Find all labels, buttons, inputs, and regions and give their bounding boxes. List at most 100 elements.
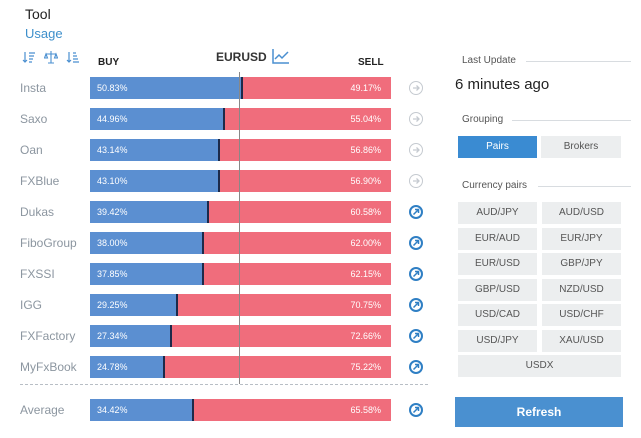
broker-row: Saxo 44.96% 55.04% bbox=[0, 106, 440, 130]
broker-row: FXSSI 37.85% 62.15% bbox=[0, 261, 440, 285]
buy-percent: 38.00% bbox=[97, 238, 128, 248]
broker-name: FXSSI bbox=[20, 267, 55, 281]
open-chart-icon[interactable] bbox=[409, 236, 423, 250]
sell-percent: 56.86% bbox=[350, 145, 381, 155]
currency-pair-button[interactable]: EUR/USD bbox=[458, 253, 537, 275]
sell-percent: 75.22% bbox=[350, 362, 381, 372]
open-chart-icon[interactable] bbox=[409, 403, 423, 417]
buy-percent: 43.14% bbox=[97, 145, 128, 155]
broker-name: Insta bbox=[20, 81, 47, 95]
section-divider bbox=[512, 120, 631, 121]
buy-percent: 34.42% bbox=[97, 405, 128, 415]
currency-pair-button[interactable]: XAU/USD bbox=[542, 329, 621, 352]
broker-row: FXFactory 27.34% 72.66% bbox=[0, 323, 440, 347]
buy-bar bbox=[90, 356, 165, 378]
buy-bar bbox=[90, 263, 204, 285]
currency-pair-button[interactable]: NZD/USD bbox=[542, 278, 621, 301]
chart-icon[interactable] bbox=[272, 48, 290, 64]
grouping-pairs-button[interactable]: Pairs bbox=[458, 136, 537, 158]
buy-percent: 24.78% bbox=[97, 362, 128, 372]
sentiment-bar: 29.25% 70.75% bbox=[90, 294, 391, 316]
last-update-value: 6 minutes ago bbox=[455, 76, 550, 93]
currency-pair-button[interactable]: USD/CAD bbox=[458, 304, 537, 326]
arrow-right-icon[interactable] bbox=[409, 174, 423, 188]
sentiment-bar: 37.85% 62.15% bbox=[90, 263, 391, 285]
arrow-right-icon[interactable] bbox=[409, 112, 423, 126]
divider bbox=[20, 384, 428, 385]
section-divider bbox=[526, 61, 631, 62]
currency-pair-button[interactable]: USD/JPY bbox=[458, 329, 537, 352]
broker-row: MyFxBook 24.78% 75.22% bbox=[0, 354, 440, 378]
sentiment-bar: 43.10% 56.90% bbox=[90, 170, 391, 192]
broker-name: MyFxBook bbox=[20, 360, 77, 374]
arrow-right-icon[interactable] bbox=[409, 143, 423, 157]
currency-pair-button[interactable]: AUD/USD bbox=[542, 202, 621, 224]
sell-percent: 70.75% bbox=[350, 300, 381, 310]
last-update-title: Last Update bbox=[462, 55, 516, 66]
buy-bar bbox=[90, 294, 178, 316]
broker-name: Average bbox=[20, 403, 65, 417]
buy-bar bbox=[90, 232, 204, 254]
buy-percent: 50.83% bbox=[97, 83, 128, 93]
buy-column-label: BUY bbox=[98, 57, 120, 68]
buy-bar bbox=[90, 139, 220, 161]
open-chart-icon[interactable] bbox=[409, 267, 423, 281]
broker-row: FXBlue 43.10% 56.90% bbox=[0, 168, 440, 192]
sentiment-bar: 44.96% 55.04% bbox=[90, 108, 391, 130]
sentiment-bar: 34.42% 65.58% bbox=[90, 399, 391, 421]
broker-row: Oan 43.14% 56.86% bbox=[0, 137, 440, 161]
currency-pair-button[interactable]: EUR/JPY bbox=[542, 227, 621, 250]
sort-icons bbox=[22, 50, 80, 64]
currency-pair-button[interactable]: EUR/AUD bbox=[458, 227, 537, 250]
buy-percent: 39.42% bbox=[97, 207, 128, 217]
sentiment-bar: 50.83% 49.17% bbox=[90, 77, 391, 99]
sentiment-bar: 43.14% 56.86% bbox=[90, 139, 391, 161]
pair-title: EURUSD bbox=[216, 50, 267, 64]
balance-icon[interactable] bbox=[43, 50, 59, 64]
currency-pairs-title: Currency pairs bbox=[462, 180, 528, 191]
sell-percent: 72.66% bbox=[350, 331, 381, 341]
open-chart-icon[interactable] bbox=[409, 360, 423, 374]
buy-percent: 27.34% bbox=[97, 331, 128, 341]
arrow-right-icon[interactable] bbox=[409, 81, 423, 95]
sentiment-bar: 38.00% 62.00% bbox=[90, 232, 391, 254]
buy-bar bbox=[90, 170, 220, 192]
buy-bar bbox=[90, 108, 225, 130]
average-row: Average 34.42% 65.58% bbox=[0, 397, 440, 421]
open-chart-icon[interactable] bbox=[409, 205, 423, 219]
broker-row: Insta 50.83% 49.17% bbox=[0, 75, 440, 99]
sort-ascending-icon[interactable] bbox=[22, 50, 36, 64]
sort-descending-icon[interactable] bbox=[66, 50, 80, 64]
currency-pair-button[interactable]: GBP/USD bbox=[458, 278, 537, 301]
buy-bar bbox=[90, 201, 209, 223]
buy-percent: 43.10% bbox=[97, 176, 128, 186]
buy-percent: 37.85% bbox=[97, 269, 128, 279]
center-line bbox=[239, 72, 240, 384]
sell-percent: 65.58% bbox=[350, 405, 381, 415]
buy-bar bbox=[90, 325, 172, 347]
broker-name: Saxo bbox=[20, 112, 48, 126]
broker-row: Dukas 39.42% 60.58% bbox=[0, 199, 440, 223]
broker-name: FiboGroup bbox=[20, 236, 77, 250]
sell-percent: 56.90% bbox=[350, 176, 381, 186]
buy-percent: 44.96% bbox=[97, 114, 128, 124]
broker-name: Oan bbox=[20, 143, 43, 157]
broker-row: IGG 29.25% 70.75% bbox=[0, 292, 440, 316]
grouping-brokers-button[interactable]: Brokers bbox=[541, 136, 621, 158]
broker-name: IGG bbox=[20, 298, 43, 312]
sentiment-bar: 24.78% 75.22% bbox=[90, 356, 391, 378]
section-divider bbox=[538, 186, 631, 187]
sentiment-bar: 27.34% 72.66% bbox=[90, 325, 391, 347]
currency-pair-button[interactable]: AUD/JPY bbox=[458, 202, 537, 224]
usage-link[interactable]: Usage bbox=[25, 26, 63, 41]
grouping-title: Grouping bbox=[462, 114, 504, 125]
open-chart-icon[interactable] bbox=[409, 329, 423, 343]
currency-pair-button[interactable]: GBP/JPY bbox=[542, 253, 621, 275]
refresh-button[interactable]: Refresh bbox=[455, 397, 623, 427]
sell-percent: 62.15% bbox=[350, 269, 381, 279]
currency-pair-button[interactable]: USD/CHF bbox=[542, 304, 621, 326]
open-chart-icon[interactable] bbox=[409, 298, 423, 312]
sell-percent: 60.58% bbox=[350, 207, 381, 217]
currency-pair-button[interactable]: USDX bbox=[458, 355, 621, 377]
sell-percent: 55.04% bbox=[350, 114, 381, 124]
